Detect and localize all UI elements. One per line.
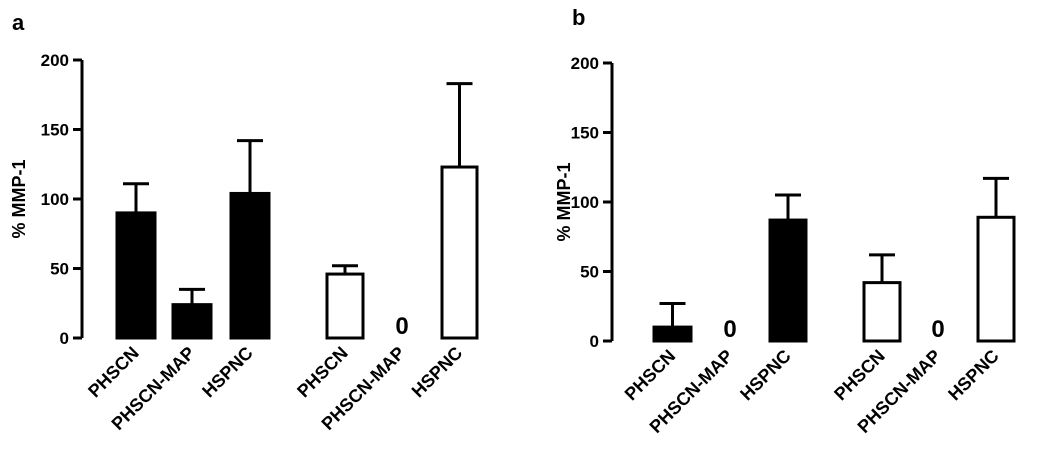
x-tick-label: PHSCN bbox=[621, 346, 680, 405]
y-axis-label: % MMP-1 bbox=[9, 159, 29, 238]
bar-open-phscn bbox=[862, 281, 902, 343]
y-tick-label: 0 bbox=[590, 332, 599, 351]
x-tick-label: HSPNC bbox=[198, 343, 257, 402]
zero-value-label: 0 bbox=[931, 316, 944, 343]
x-tick-label: HSPNC bbox=[408, 343, 467, 402]
bar-filled-hspnc bbox=[768, 218, 808, 343]
x-tick-label: HSPNC bbox=[944, 346, 1003, 405]
y-tick-label: 50 bbox=[580, 263, 599, 282]
bar-filled-hspnc bbox=[229, 191, 271, 340]
panel-label: b bbox=[572, 5, 585, 30]
x-tick-label: HSPNC bbox=[736, 346, 795, 405]
y-tick-label: 50 bbox=[50, 260, 69, 279]
y-tick-label: 100 bbox=[41, 190, 69, 209]
bar-open-hspnc bbox=[976, 215, 1016, 343]
panel-label: a bbox=[12, 10, 25, 35]
y-tick-label: 200 bbox=[571, 54, 599, 73]
x-tick-label: PHSCN bbox=[293, 343, 352, 402]
y-tick-label: 100 bbox=[571, 193, 599, 212]
bar-filled-phscn bbox=[115, 211, 157, 340]
bar-filled-phscn bbox=[652, 325, 693, 343]
bar-open-phscn bbox=[325, 272, 365, 340]
y-tick-label: 150 bbox=[571, 124, 599, 143]
zero-value-label: 0 bbox=[723, 316, 736, 343]
y-tick-label: 200 bbox=[41, 51, 69, 70]
zero-value-label: 0 bbox=[395, 313, 408, 340]
bar-filled-phscn-map bbox=[171, 303, 213, 340]
y-tick-label: 0 bbox=[60, 329, 69, 348]
bar-open-hspnc bbox=[440, 165, 479, 340]
y-axis-label: % MMP-1 bbox=[554, 162, 574, 241]
y-tick-label: 150 bbox=[41, 121, 69, 140]
